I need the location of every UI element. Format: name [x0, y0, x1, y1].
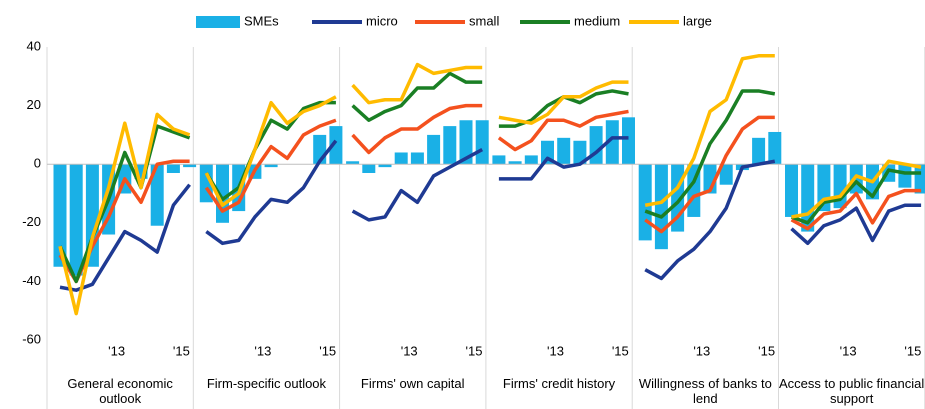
line: [204, 100, 336, 202]
line: [204, 118, 337, 213]
line: [498, 80, 629, 125]
bar: [69, 164, 83, 276]
x-tick-label: '13: [693, 343, 710, 358]
bar: [264, 164, 278, 168]
bar: [785, 164, 798, 217]
bar: [410, 152, 424, 165]
y-tick-label: 0: [34, 156, 41, 171]
x-tick-label: '13: [401, 343, 418, 358]
line: [791, 159, 922, 219]
x-tick-label: '15: [466, 343, 483, 358]
bar: [346, 161, 360, 165]
bar: [166, 164, 180, 173]
line: [204, 95, 337, 207]
bar: [768, 131, 782, 165]
bar: [573, 140, 587, 165]
bar: [362, 164, 376, 173]
bar: [378, 164, 392, 168]
line: [205, 139, 338, 246]
panel-label: Access to public financial support: [779, 376, 925, 406]
line: [351, 71, 483, 122]
x-tick-label: '15: [758, 343, 775, 358]
line: [790, 168, 922, 225]
bar: [654, 164, 668, 250]
bar: [622, 117, 635, 165]
line: [790, 203, 922, 246]
line: [644, 54, 775, 207]
y-tick-label: 20: [27, 97, 41, 112]
bar: [752, 137, 766, 165]
y-tick-label: 40: [27, 38, 41, 53]
line: [351, 62, 483, 105]
bar: [427, 134, 441, 165]
line: [497, 109, 629, 152]
panel-label: Firms' credit history: [502, 376, 616, 391]
legend-swatch: [196, 16, 240, 28]
panel-label: Willingness of banks to lend: [638, 376, 772, 406]
y-tick-label: -40: [22, 273, 41, 288]
line: [58, 124, 191, 284]
legend-label: small: [469, 13, 499, 28]
legend-label: large: [683, 13, 712, 28]
line: [644, 89, 776, 219]
line: [351, 103, 483, 155]
bar: [183, 164, 197, 168]
x-tick-label: '13: [108, 343, 125, 358]
bar: [329, 126, 343, 165]
line: [58, 112, 191, 316]
line: [351, 148, 484, 222]
x-tick-label: '15: [319, 343, 336, 358]
line: [790, 188, 922, 231]
bar: [475, 120, 489, 165]
line: [644, 159, 776, 281]
line: [498, 136, 629, 181]
x-tick-label: '13: [840, 343, 857, 358]
bar: [443, 126, 457, 165]
bar: [150, 164, 164, 226]
bar: [492, 155, 506, 165]
x-tick-label: '15: [612, 343, 629, 358]
bar: [719, 164, 733, 185]
bar: [898, 164, 912, 188]
y-tick-label: -60: [22, 331, 41, 346]
bar: [914, 164, 925, 194]
bar: [638, 164, 652, 241]
legend-label: micro: [366, 13, 398, 28]
x-tick-label: '13: [547, 343, 564, 358]
panel-label: Firm-specific outlook: [206, 376, 327, 391]
bar: [605, 120, 619, 165]
x-tick-label: '13: [254, 343, 271, 358]
legend-label: medium: [574, 13, 620, 28]
bar: [524, 155, 538, 165]
bar: [459, 120, 473, 165]
bar: [557, 137, 571, 165]
panel-label: Firms' own capital: [360, 376, 465, 391]
bar: [589, 126, 603, 165]
y-tick-label: -20: [22, 214, 41, 229]
panel-label: General economic outlook: [67, 376, 173, 406]
bar: [508, 161, 522, 165]
legend-label: SMEs: [244, 13, 279, 28]
line: [644, 115, 775, 234]
x-tick-label: '15: [173, 343, 190, 358]
bar: [53, 164, 67, 267]
x-tick-label: '15: [904, 343, 921, 358]
bar: [394, 152, 408, 165]
